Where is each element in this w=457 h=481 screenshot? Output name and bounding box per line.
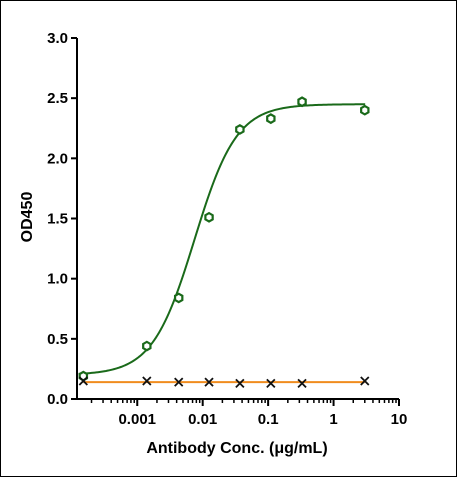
series-2-point	[266, 378, 276, 388]
y-tick-label: 2.0	[47, 150, 68, 167]
series-2-point	[360, 376, 370, 386]
x-tick-label: 10	[391, 411, 408, 428]
series-1-point	[142, 340, 152, 352]
y-axis-title: OD450	[19, 192, 36, 243]
tick-labels: 0.0 0.5 1.0 1.5 2.0 2.5 3.0 0.001 0.01 0.1 1 10	[47, 30, 407, 428]
y-tick-label: 1.5	[47, 211, 68, 228]
series-1-point	[173, 292, 184, 304]
series-2-point	[142, 376, 152, 386]
x-axis-title: Antibody Conc. (μg/mL)	[146, 440, 327, 457]
y-tick-label: 1.0	[47, 271, 68, 288]
y-tick-label: 0.5	[47, 331, 68, 348]
x-tick-label: 0.01	[188, 411, 217, 428]
series-2-point	[235, 378, 245, 388]
series-1-point	[297, 96, 307, 108]
x-tick-label: 1	[329, 411, 337, 428]
series-1-point	[204, 211, 214, 223]
y-tick-label: 2.5	[47, 90, 68, 107]
series-2-point	[204, 377, 214, 387]
series-2-point	[297, 378, 307, 388]
x-tick-label: 0.001	[118, 411, 156, 428]
series-1-point	[235, 123, 245, 135]
y-tick-label: 3.0	[47, 30, 68, 47]
series-1-point	[360, 104, 370, 116]
series-1-point	[266, 113, 276, 125]
axes	[71, 37, 400, 406]
y-tick-label: 0.0	[47, 391, 68, 408]
fit-curve-1	[78, 103, 366, 375]
fit-curves	[78, 103, 366, 384]
series-2-point	[174, 377, 184, 387]
series-2-point	[78, 376, 88, 386]
data-points	[78, 96, 370, 388]
x-tick-label: 0.1	[258, 411, 279, 428]
